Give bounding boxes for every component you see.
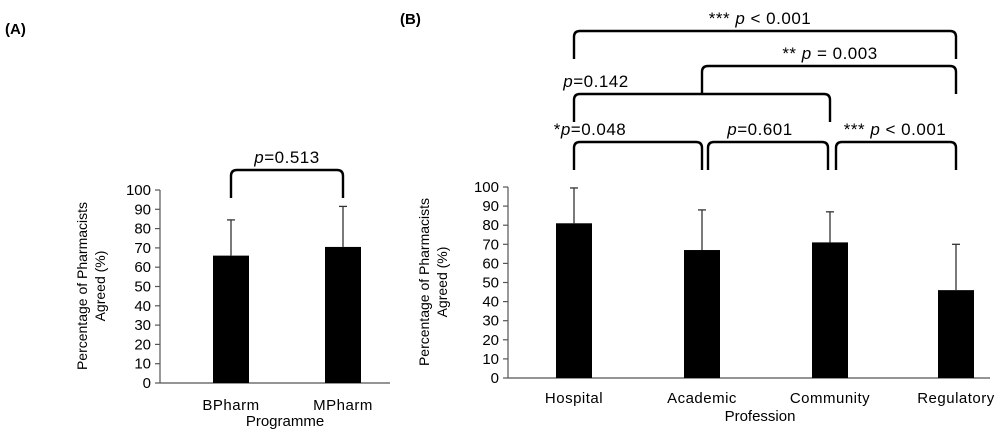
sig-value: = 0.003 bbox=[812, 44, 878, 63]
y-tick-label: 80 bbox=[134, 221, 151, 238]
bar-mpharm bbox=[325, 246, 361, 383]
bar-community bbox=[812, 242, 848, 378]
sig-value: < 0.001 bbox=[880, 120, 946, 139]
y-tick-label: 10 bbox=[134, 356, 151, 373]
significance-bracket bbox=[572, 29, 958, 59]
y-tick-label: 20 bbox=[482, 332, 499, 349]
y-tick-label: 0 bbox=[491, 370, 499, 387]
bar-bpharm bbox=[213, 255, 249, 383]
y-tick-label: 90 bbox=[482, 198, 499, 215]
significance-label: *** p < 0.001 bbox=[844, 120, 946, 139]
y-tick-label: 70 bbox=[482, 236, 499, 253]
panel-label: (B) bbox=[400, 11, 421, 28]
x-axis-label: Programme bbox=[246, 413, 324, 429]
x-tick-label: Academic bbox=[667, 390, 737, 407]
panel-label: (A) bbox=[5, 21, 26, 38]
significance-bracket bbox=[700, 64, 958, 94]
significance-bracket bbox=[834, 140, 958, 170]
significance-label: p=0.513 bbox=[253, 148, 319, 167]
panel-b: (B) 0 10 20 30 40 50 60 70 80 90 100 Percentage of P… bbox=[400, 9, 995, 425]
sig-prefix: *** bbox=[709, 9, 736, 28]
y-tick-label: 20 bbox=[134, 336, 151, 353]
y-tick-label: 50 bbox=[482, 275, 499, 292]
sig-value: < 0.001 bbox=[745, 9, 811, 28]
x-tick-label: Regulatory bbox=[917, 390, 995, 407]
y-tick-label: 10 bbox=[482, 351, 499, 368]
significance-label: p=0.601 bbox=[726, 120, 792, 139]
sig-p: p bbox=[253, 148, 264, 167]
sig-value: =0.048 bbox=[571, 120, 626, 139]
x-axis-label: Profession bbox=[725, 408, 796, 425]
sig-p: p bbox=[726, 120, 737, 139]
x-tick-label: Hospital bbox=[545, 390, 603, 407]
y-axis-label: Percentage of Pharmacists Agreed (%) bbox=[416, 198, 450, 366]
significance-bracket bbox=[572, 140, 704, 170]
sig-prefix: ** bbox=[782, 44, 801, 63]
sig-value: =0.513 bbox=[264, 148, 319, 167]
y-tick-label: 30 bbox=[482, 313, 499, 330]
y-axis-label-line1: Percentage of Pharmacists bbox=[416, 198, 432, 366]
significance-bracket bbox=[229, 168, 345, 198]
sig-prefix: * bbox=[554, 120, 561, 139]
y-tick-label: 30 bbox=[134, 317, 151, 334]
y-tick-label: 40 bbox=[482, 294, 499, 311]
sig-value: =0.142 bbox=[573, 72, 628, 91]
y-axis-label-line2: Agreed (%) bbox=[434, 247, 450, 318]
bar-regulatory bbox=[938, 290, 974, 378]
y-tick-label: 100 bbox=[474, 179, 499, 196]
y-tick-label: 70 bbox=[134, 240, 151, 257]
x-tick-label: BPharm bbox=[202, 397, 259, 414]
sig-p: p bbox=[734, 9, 745, 28]
sig-p: p bbox=[869, 120, 880, 139]
y-tick-label: 90 bbox=[134, 201, 151, 218]
sig-p: p bbox=[560, 120, 571, 139]
significance-bracket bbox=[706, 140, 830, 170]
y-axis-label-line1: Percentage of Pharmacists bbox=[74, 202, 90, 370]
bar-hospital bbox=[556, 223, 592, 378]
significance-label: p=0.142 bbox=[562, 72, 628, 91]
significance-label: ** p = 0.003 bbox=[782, 44, 877, 63]
y-tick-label: 0 bbox=[143, 375, 151, 392]
significance-label: *p=0.048 bbox=[554, 120, 627, 139]
sig-prefix: *** bbox=[844, 120, 871, 139]
sig-value: =0.601 bbox=[737, 120, 792, 139]
bar-academic bbox=[684, 250, 720, 378]
y-axis-label: Percentage of Pharmacists Agreed (%) bbox=[74, 202, 108, 370]
y-axis-label-line2: Agreed (%) bbox=[92, 251, 108, 322]
x-tick-label: MPharm bbox=[313, 397, 373, 414]
y-tick-label: 40 bbox=[134, 298, 151, 315]
y-tick-label: 80 bbox=[482, 217, 499, 234]
y-tick-label: 50 bbox=[134, 279, 151, 296]
sig-p: p bbox=[562, 72, 573, 91]
panel-a: (A) 0 10 20 30 40 50 60 70 80 90 100 Percentage of P… bbox=[5, 21, 390, 429]
significance-bracket bbox=[572, 92, 832, 122]
sig-p: p bbox=[801, 44, 812, 63]
x-tick-label: Community bbox=[790, 390, 870, 407]
significance-label: *** p < 0.001 bbox=[709, 9, 811, 28]
y-tick-label: 60 bbox=[482, 255, 499, 272]
y-tick-label: 100 bbox=[126, 182, 151, 199]
y-tick-label: 60 bbox=[134, 259, 151, 276]
